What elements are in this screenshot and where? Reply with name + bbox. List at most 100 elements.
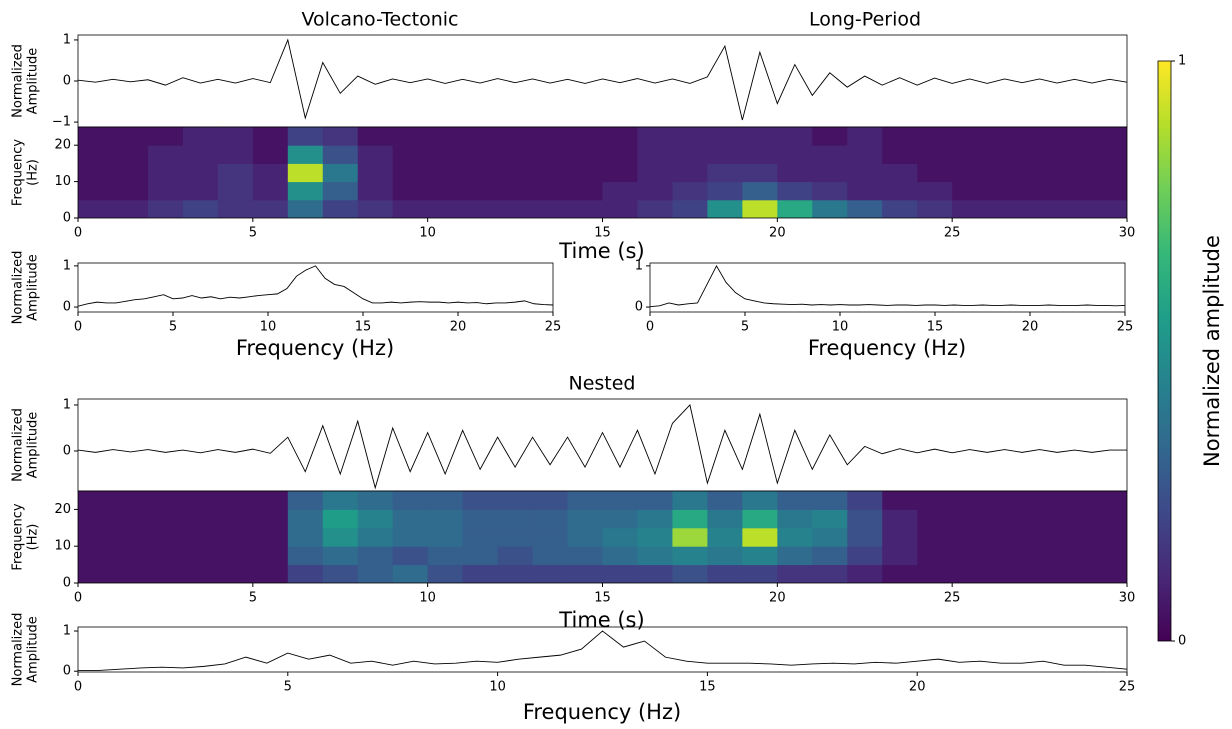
heatmap-cell (1022, 145, 1058, 164)
x-tick-label: 0 (646, 320, 654, 335)
heatmap-cell (742, 181, 778, 201)
heatmap-cell (497, 527, 534, 547)
heatmap-cell (112, 199, 149, 218)
heatmap-cell (917, 527, 953, 547)
heatmap-cell (952, 199, 988, 218)
heatmap-cell (497, 491, 534, 510)
heatmap (78, 127, 1127, 218)
heatmap-cell (567, 199, 603, 218)
heatmap-cell (1057, 491, 1093, 510)
heatmap-cell (147, 491, 184, 510)
heatmap-cell (812, 145, 848, 164)
heatmap-cell (112, 564, 149, 583)
heatmap-cell (427, 527, 464, 547)
x-axis-label: Frequency (Hz) (808, 336, 966, 360)
heatmap-cell (917, 127, 953, 146)
heatmap-cell (532, 491, 569, 510)
axes-frame (649, 262, 1126, 313)
heatmap-cell (917, 199, 953, 218)
heatmap-cell (987, 546, 1023, 566)
x-tick-label: 10 (489, 680, 506, 695)
heatmap-cell (917, 181, 953, 201)
x-axis-label: Frequency (Hz) (523, 700, 681, 724)
heatmap-cell (287, 564, 324, 583)
heatmap-cell (602, 491, 638, 510)
heatmap-cell (287, 181, 324, 201)
heatmap-cell (707, 199, 743, 218)
heatmap-cell (882, 127, 918, 146)
heatmap-cell (322, 546, 359, 566)
heatmap-cell (322, 127, 359, 146)
heatmap-cell (112, 509, 149, 529)
heatmap-cell (392, 527, 429, 547)
heatmap-cell (742, 145, 778, 164)
heatmap-cell (357, 546, 394, 566)
x-tick-label: 25 (1119, 680, 1136, 695)
heatmap-cell (252, 491, 289, 510)
heatmap-cell (777, 564, 813, 583)
y-axis-label: Normalized (11, 251, 26, 325)
heatmap-cell (357, 181, 394, 201)
heatmap-cell (952, 527, 988, 547)
heatmap-cell (287, 527, 324, 547)
heatmap-cell (952, 163, 988, 183)
heatmap-cell (742, 527, 778, 547)
heatmap-cell (462, 199, 499, 218)
heatmap-cell (987, 527, 1023, 547)
y-tick-label: 20 (54, 138, 71, 153)
heatmap-cell (847, 527, 883, 547)
heatmap-cell (707, 491, 743, 510)
heatmap-cell (462, 564, 499, 583)
heatmap-cell (532, 163, 569, 183)
heatmap-cell (602, 145, 638, 164)
heatmap-cell (602, 181, 638, 201)
heatmap-cell (462, 127, 499, 146)
heatmap-cell (1022, 127, 1058, 146)
y-tick-label: 1 (63, 397, 71, 412)
heatmap-cell (462, 145, 499, 164)
heatmap-cell (147, 145, 184, 164)
line (78, 38, 1127, 121)
heatmap-cell (112, 491, 149, 510)
heatmap-cell (147, 127, 184, 146)
heatmap-cell (427, 546, 464, 566)
heatmap-cell (532, 127, 569, 146)
heatmap-cell (987, 145, 1023, 164)
heatmap-cell (707, 527, 743, 547)
heatmap-cell (357, 564, 394, 583)
heatmap-cell (1057, 145, 1093, 164)
heatmap-cell (777, 546, 813, 566)
heatmap-cell (392, 546, 429, 566)
heatmap-cell (78, 491, 114, 510)
heatmap-cell (252, 163, 289, 183)
heatmap-cell (357, 527, 394, 547)
heatmap-cell (707, 564, 743, 583)
heatmap-cell (742, 163, 778, 183)
heatmap-cell (602, 127, 638, 146)
heatmap-cell (112, 527, 149, 547)
heatmap-cell (567, 491, 603, 510)
heatmap-cell (427, 181, 464, 201)
heatmap-cell (602, 546, 638, 566)
heatmap-cell (952, 491, 988, 510)
heatmap-cell (742, 546, 778, 566)
heatmap-cell (987, 181, 1023, 201)
heatmap-cell (78, 199, 114, 218)
y-axis-label: (Hz) (26, 159, 41, 186)
heatmap-cell (812, 199, 848, 218)
heatmap-cell (882, 145, 918, 164)
heatmap-cell (637, 163, 673, 183)
x-tick-label: 15 (594, 226, 611, 241)
heatmap-cell (532, 527, 569, 547)
heatmap-cell (602, 527, 638, 547)
heatmap-cell (357, 509, 394, 529)
heatmap-cell (1092, 491, 1127, 510)
heatmap-cell (882, 181, 918, 201)
heatmap-cell (707, 145, 743, 164)
x-axis-label: Frequency (Hz) (236, 336, 394, 360)
heatmap-cell (567, 527, 603, 547)
heatmap-cell (637, 181, 673, 201)
heatmap-cell (322, 163, 359, 183)
heatmap-cell (217, 491, 254, 510)
